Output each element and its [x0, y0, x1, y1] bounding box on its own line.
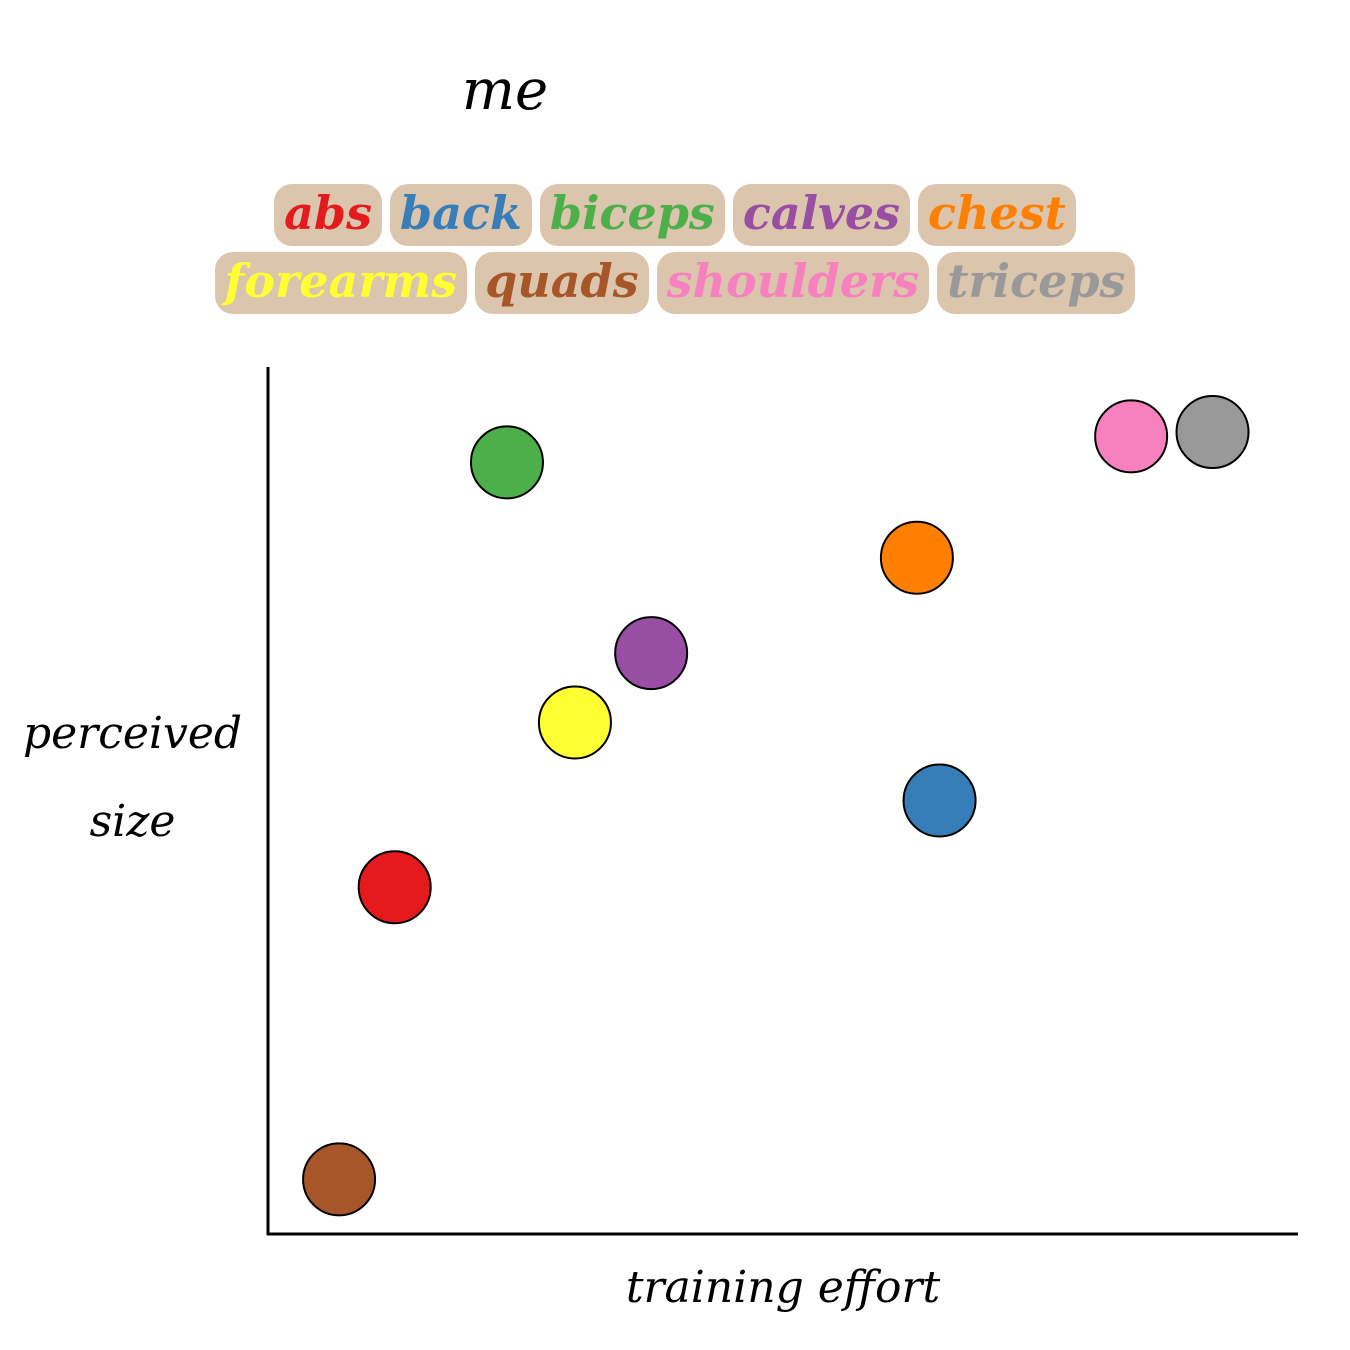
y-axis-label: perceived size	[22, 708, 243, 847]
legend-row-1: abs back biceps calves chest	[0, 184, 1350, 246]
legend-entry-chest: chest	[918, 184, 1076, 246]
data-point-calves	[614, 616, 689, 691]
legend-row-2: forearms quads shoulders triceps	[0, 252, 1350, 314]
x-axis-label: training effort	[625, 1262, 941, 1313]
legend-entry-triceps: triceps	[937, 252, 1136, 314]
chart-title: me	[461, 58, 549, 123]
data-points	[302, 395, 1250, 1217]
legend-entry-calves: calves	[732, 184, 911, 246]
data-point-triceps	[1175, 395, 1250, 470]
data-point-back	[902, 763, 977, 838]
data-point-abs	[357, 850, 432, 925]
legend-entry-back: back	[389, 184, 532, 246]
legend-entry-biceps: biceps	[539, 184, 725, 246]
data-point-biceps	[469, 425, 544, 500]
data-point-chest	[879, 520, 954, 595]
data-point-shoulders	[1094, 399, 1169, 474]
legend-entry-abs: abs	[274, 184, 382, 246]
legend-entry-forearms: forearms	[214, 252, 468, 314]
legend-entry-shoulders: shoulders	[656, 252, 930, 314]
legend-entry-quads: quads	[475, 252, 649, 314]
data-point-quads	[302, 1142, 377, 1217]
data-point-forearms	[537, 685, 612, 760]
